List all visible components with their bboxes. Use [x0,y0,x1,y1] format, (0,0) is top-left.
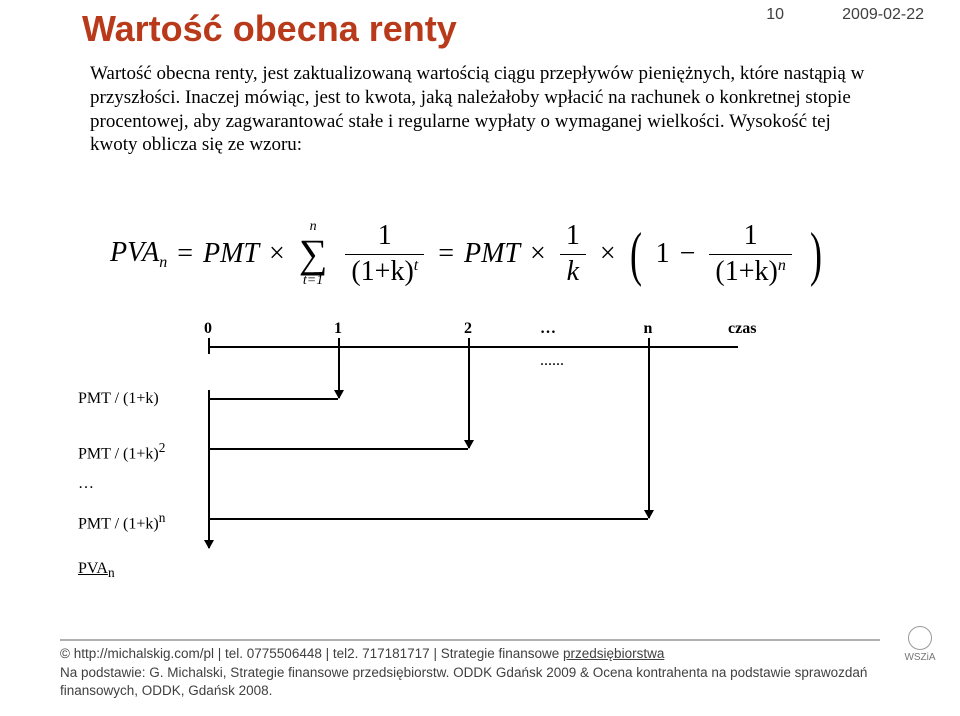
page-number: 10 [766,6,784,24]
cashflow-arrow-down [338,348,340,398]
footer-line1: © http://michalskig.com/pl | tel. 077550… [60,646,563,661]
page-date: 2009-02-22 [842,6,924,24]
axis-tick-label: n [644,320,653,338]
footer-underlined: przedsiębiorstwa [563,646,664,661]
institution-logo: WSZiA [892,626,948,666]
discount-back-line [208,398,338,400]
axis-czas-label: czas [728,320,756,338]
discount-row-label: PMT / (1+k) [78,390,159,408]
axis-tick-label: 0 [204,320,212,338]
axis-tick-label: 2 [464,320,472,338]
pva-timeline-diagram: 012…nczasPMT / (1+k)PMT / (1+k)2…PMT / (… [78,330,798,610]
axis-tick-label: … [540,320,556,338]
pva-result-label: PVAn [78,560,115,581]
pva-formula: PVAn = PMT × n ∑ t=1 1 (1+k)t = PMT × 1 … [110,220,826,288]
diagram-dots: … [78,475,94,493]
page-title: Wartość obecna renty [82,8,457,50]
cashflow-arrow-down [648,348,650,518]
footer-line2: Na podstawie: G. Michalski, Strategie fi… [60,664,880,700]
cashflow-arrow-down [468,348,470,448]
footer: © http://michalskig.com/pl | tel. 077550… [60,637,880,700]
axis-tick [208,338,210,354]
intro-paragraph: Wartość obecna renty, jest zaktualizowan… [90,62,870,157]
discount-row-label: PMT / (1+k)n [78,510,165,533]
timeline-axis [208,346,738,348]
discount-row-label: PMT / (1+k)2 [78,440,165,463]
pva-sum-arrow [208,390,210,548]
axis-tick-label: 1 [334,320,342,338]
discount-back-line [208,518,648,520]
axis-mid-dots: ...... [540,352,564,370]
discount-back-line [208,448,468,450]
